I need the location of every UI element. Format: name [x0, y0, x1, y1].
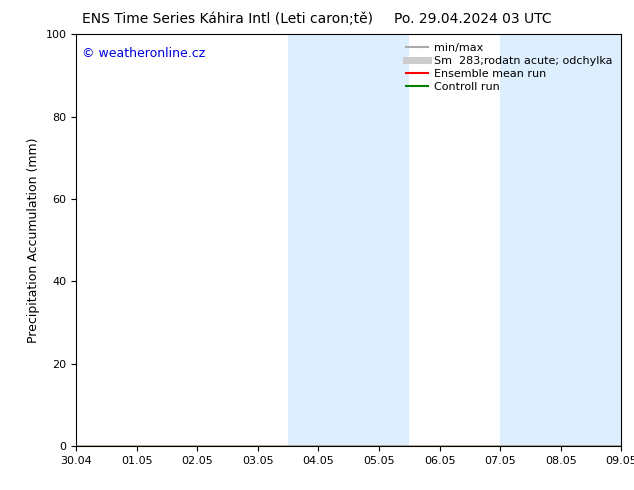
Y-axis label: Precipitation Accumulation (mm): Precipitation Accumulation (mm): [27, 137, 40, 343]
Text: ENS Time Series Káhira Intl (Leti caron;tě): ENS Time Series Káhira Intl (Leti caron;…: [82, 12, 373, 26]
Bar: [288, 34, 410, 446]
Text: Po. 29.04.2024 03 UTC: Po. 29.04.2024 03 UTC: [394, 12, 552, 26]
Text: © weatheronline.cz: © weatheronline.cz: [82, 47, 205, 60]
Bar: [500, 34, 621, 446]
Legend: min/max, Sm  283;rodatn acute; odchylka, Ensemble mean run, Controll run: min/max, Sm 283;rodatn acute; odchylka, …: [403, 40, 616, 95]
